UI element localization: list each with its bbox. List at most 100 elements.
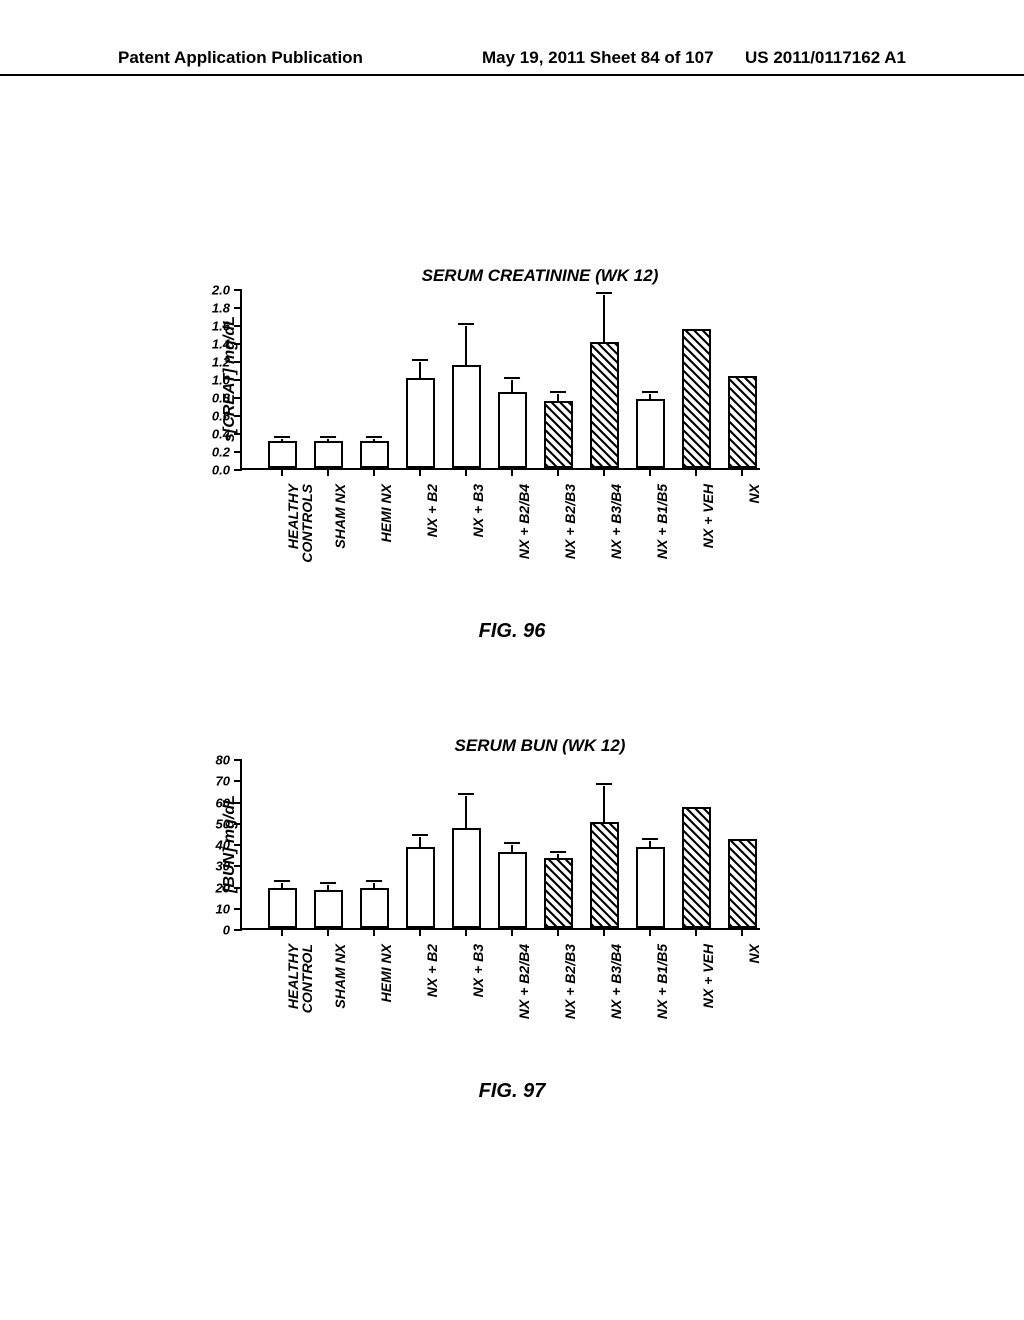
- y-tick: [234, 908, 242, 910]
- x-tick: [327, 468, 329, 476]
- x-label: NX + B3/B4: [608, 944, 624, 1074]
- x-label: NX: [746, 484, 762, 614]
- y-tick-label: 60: [216, 795, 230, 810]
- x-tick: [511, 468, 513, 476]
- x-label: NX: [746, 944, 762, 1074]
- error-bar: [281, 439, 283, 444]
- bar: [452, 828, 481, 928]
- error-bar: [649, 841, 651, 850]
- x-tick: [327, 928, 329, 936]
- x-label: NX + B3: [470, 944, 486, 1074]
- x-tick: [741, 928, 743, 936]
- y-tick-label: 0: [223, 923, 230, 938]
- error-bar: [373, 439, 375, 444]
- x-tick: [511, 928, 513, 936]
- x-label: NX + B2/B4: [516, 484, 532, 614]
- x-label: HEALTHYCONTROL: [286, 944, 314, 1074]
- error-bar: [603, 786, 605, 824]
- x-tick: [419, 468, 421, 476]
- y-tick-label: 30: [216, 859, 230, 874]
- y-tick: [234, 929, 242, 931]
- x-label: SHAM NX: [332, 944, 348, 1074]
- error-cap: [458, 793, 474, 795]
- x-tick: [649, 928, 651, 936]
- fig96-chart: SERUM CREATININE (WK 12) s[CREAT] mg/dL …: [240, 290, 840, 610]
- error-cap: [320, 882, 336, 884]
- y-tick-label: 50: [216, 816, 230, 831]
- error-bar: [511, 380, 513, 394]
- bar: [728, 376, 757, 468]
- fig96-title: SERUM CREATININE (WK 12): [240, 266, 840, 286]
- x-label: NX + B1/B5: [654, 484, 670, 614]
- x-label: SHAM NX: [332, 484, 348, 614]
- x-tick: [281, 468, 283, 476]
- fig97-plot-area: 01020304050607080: [240, 760, 760, 930]
- y-tick: [234, 865, 242, 867]
- bar: [498, 852, 527, 929]
- bar: [314, 441, 343, 468]
- x-label: NX + B2: [424, 484, 440, 614]
- bar: [590, 342, 619, 468]
- error-bar: [373, 883, 375, 889]
- y-tick: [234, 307, 242, 309]
- bar: [268, 888, 297, 928]
- x-label: NX + VEH: [700, 484, 716, 614]
- y-tick: [234, 343, 242, 345]
- x-tick: [741, 468, 743, 476]
- x-tick: [373, 928, 375, 936]
- bar: [636, 847, 665, 928]
- y-tick-label: 0.0: [212, 463, 230, 478]
- y-tick: [234, 397, 242, 399]
- x-tick: [695, 928, 697, 936]
- fig97-chart: SERUM BUN (WK 12) [BUN] mg/dL 0102030405…: [240, 760, 840, 1070]
- error-cap: [366, 436, 382, 438]
- x-tick: [557, 468, 559, 476]
- error-bar: [511, 845, 513, 854]
- y-tick-label: 1.4: [212, 337, 230, 352]
- error-bar: [603, 295, 605, 345]
- bar: [544, 401, 573, 469]
- x-label: NX + B2/B3: [562, 944, 578, 1074]
- error-bar: [419, 837, 421, 850]
- y-tick-label: 10: [216, 901, 230, 916]
- bar: [682, 807, 711, 928]
- error-bar: [557, 394, 559, 403]
- error-bar: [419, 362, 421, 380]
- error-cap: [320, 436, 336, 438]
- error-cap: [412, 359, 428, 361]
- error-cap: [550, 851, 566, 853]
- bar: [544, 858, 573, 928]
- bar: [728, 839, 757, 928]
- y-tick: [234, 887, 242, 889]
- bar: [498, 392, 527, 469]
- x-tick: [465, 468, 467, 476]
- y-tick-label: 70: [216, 774, 230, 789]
- y-tick-label: 0.6: [212, 409, 230, 424]
- y-tick-label: 1.0: [212, 373, 230, 388]
- y-tick: [234, 823, 242, 825]
- x-label: NX + B3: [470, 484, 486, 614]
- x-tick: [603, 928, 605, 936]
- x-label: NX + B2: [424, 944, 440, 1074]
- x-label: NX + B3/B4: [608, 484, 624, 614]
- y-tick-label: 0.2: [212, 445, 230, 460]
- error-cap: [366, 880, 382, 882]
- error-cap: [274, 436, 290, 438]
- error-cap: [504, 842, 520, 844]
- x-label: HEALTHYCONTROLS: [286, 484, 314, 614]
- bar: [360, 888, 389, 928]
- x-label: NX + B2/B4: [516, 944, 532, 1074]
- y-tick: [234, 469, 242, 471]
- error-bar: [465, 326, 467, 367]
- error-bar: [281, 883, 283, 889]
- x-label: HEMI NX: [378, 484, 394, 614]
- y-tick-label: 1.8: [212, 301, 230, 316]
- bar: [406, 847, 435, 928]
- x-label: NX + B1/B5: [654, 944, 670, 1074]
- bar: [590, 822, 619, 928]
- error-cap: [550, 391, 566, 393]
- y-tick-label: 0.8: [212, 391, 230, 406]
- bar: [406, 378, 435, 468]
- error-cap: [596, 292, 612, 294]
- error-cap: [458, 323, 474, 325]
